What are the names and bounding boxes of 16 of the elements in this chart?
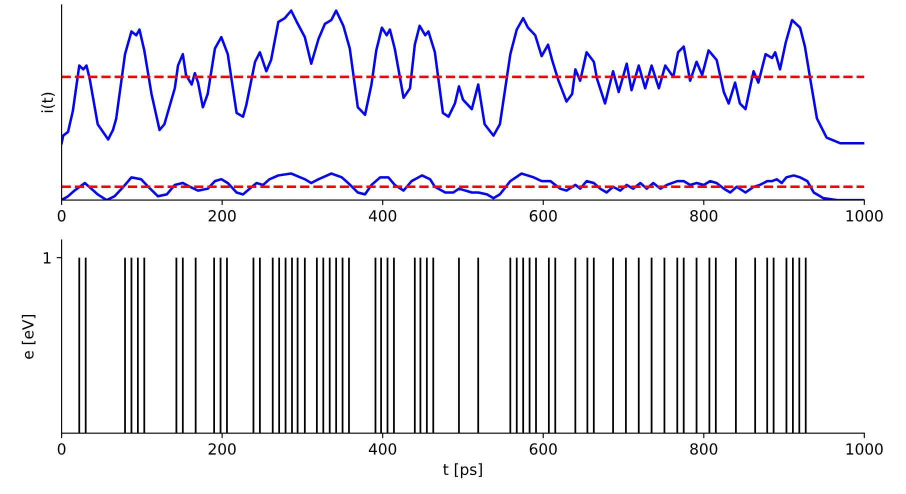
x-tick-label: 0	[58, 210, 66, 222]
y-tick-label: 1	[44, 252, 50, 264]
x-tick-label: 600	[530, 443, 557, 455]
x-tick-label: 800	[690, 210, 718, 222]
x-tick-label: 0	[58, 443, 66, 455]
x-tick-label: 200	[208, 210, 236, 222]
x-tick-label: 1000	[846, 210, 883, 222]
x-tick-label: 200	[208, 443, 236, 455]
y-axis-title: i(t)	[41, 92, 55, 112]
x-tick-label: 800	[690, 443, 718, 455]
x-tick-label: 1000	[846, 443, 883, 455]
x-axis-title: t [ps]	[443, 463, 482, 478]
x-tick-label: 400	[368, 443, 396, 455]
y-axis-title: e [eV]	[22, 314, 36, 359]
x-tick-label: 400	[368, 210, 396, 222]
x-tick-label: 600	[530, 210, 557, 222]
